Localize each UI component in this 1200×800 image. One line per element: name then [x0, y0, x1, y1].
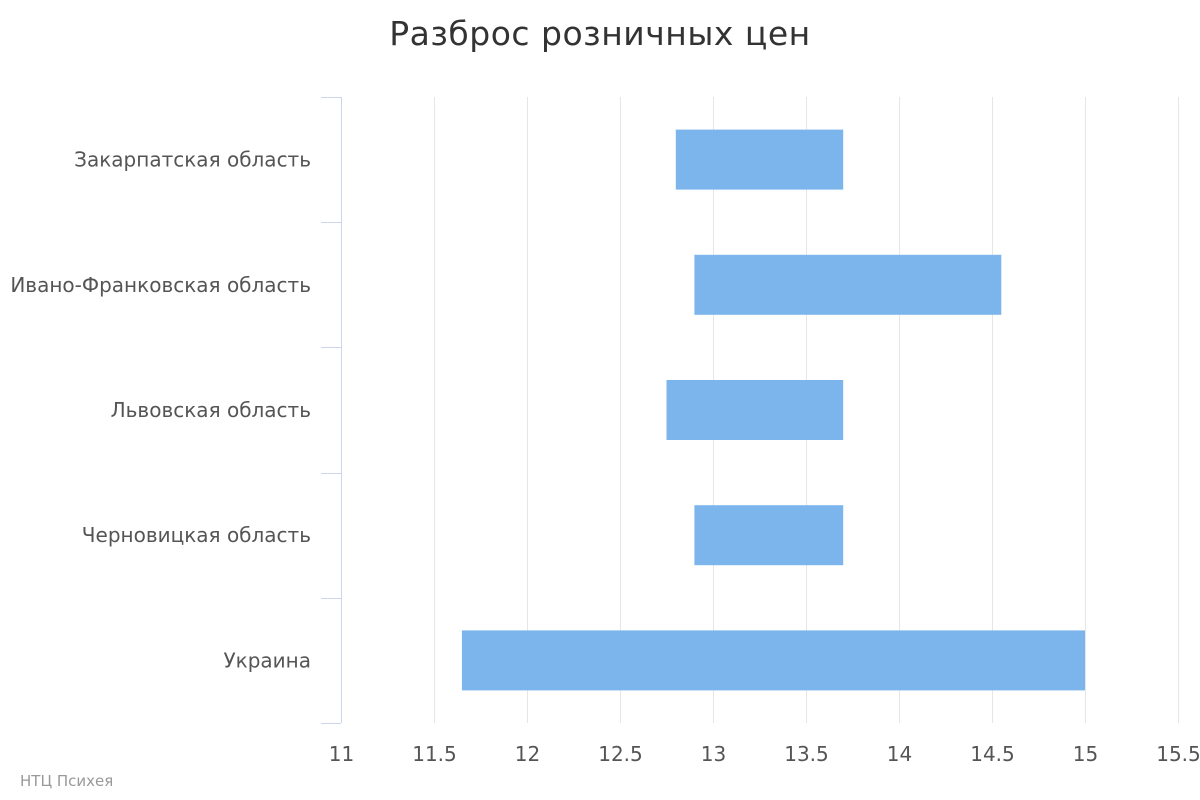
- bars: [461, 129, 1085, 691]
- range-bar: [666, 380, 844, 440]
- x-tick-label: 12.5: [598, 742, 643, 766]
- category-label: Черновицкая область: [82, 523, 311, 547]
- chart-title: Разброс розничных цен: [389, 14, 811, 53]
- x-tick-label: 14.5: [970, 742, 1015, 766]
- grid-lines: [434, 97, 1179, 723]
- x-tick-label: 14: [887, 742, 912, 766]
- range-bar: [694, 505, 844, 566]
- category-label: Украина: [223, 648, 311, 672]
- category-label: Львовская область: [111, 398, 311, 422]
- x-tick-label: 13.5: [784, 742, 829, 766]
- range-bar: [694, 254, 1002, 315]
- credits-text[interactable]: НТЦ Психея: [20, 772, 114, 790]
- x-tick-label: 15: [1073, 742, 1098, 766]
- x-tick-label: 15.5: [1156, 742, 1200, 766]
- range-bar: [675, 129, 844, 190]
- category-labels: Закарпатская область Ивано-Франковская об…: [10, 148, 311, 673]
- category-label: Закарпатская область: [74, 148, 311, 172]
- x-tick-label: 12: [515, 742, 540, 766]
- x-tick-label: 13: [701, 742, 726, 766]
- category-label: Ивано-Франковская область: [10, 273, 311, 297]
- category-axis: [321, 97, 342, 724]
- x-tick-label: 11: [329, 742, 354, 766]
- x-tick-labels: 11 11.5 12 12.5 13 13.5 14 14.5 15 15.5: [329, 742, 1200, 766]
- x-tick-label: 11.5: [412, 742, 457, 766]
- range-bar: [461, 630, 1085, 691]
